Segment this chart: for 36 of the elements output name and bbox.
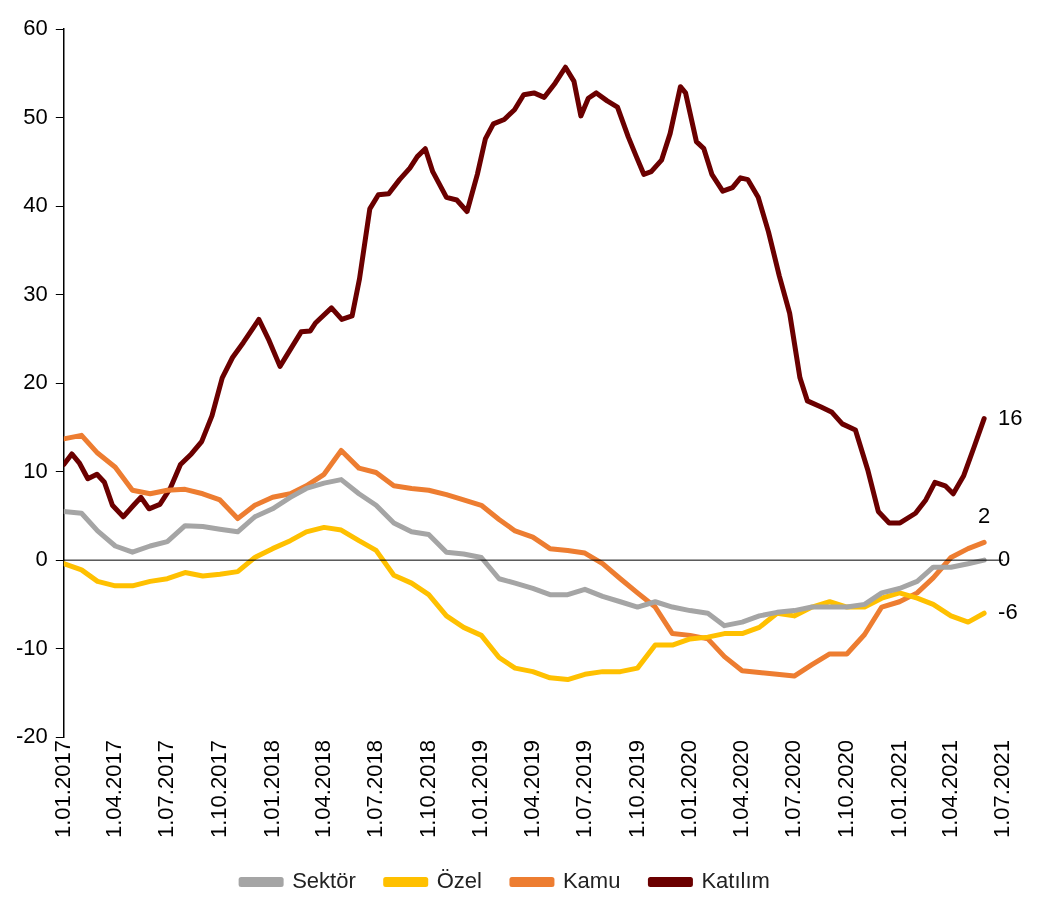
x-tick-label: 1.07.2018 [362,740,388,838]
x-tick-label: 1.07.2021 [989,740,1015,838]
legend-label: Katılım [701,868,770,894]
x-tick-label: 1.04.2018 [310,740,336,838]
y-tick-label: 50 [23,103,48,129]
x-tick-label: 1.10.2018 [414,740,440,838]
x-tick-label: 1.01.2021 [885,740,911,838]
y-tick-label: -10 [16,634,48,660]
x-tick-label: 1.07.2017 [153,740,179,838]
y-tick-label: 20 [23,369,48,395]
y-tick-label: -20 [16,723,48,749]
x-tick-label: 1.04.2020 [728,740,754,838]
legend-label: Kamu [562,868,621,894]
y-tick-label: 10 [23,457,48,483]
x-tick-label: 1.10.2017 [206,740,232,838]
y-tick-label: 0 [35,546,48,572]
x-tick-label: 1.04.2021 [937,740,963,838]
x-tick-label: 1.04.2017 [101,740,127,838]
y-tick-label: 40 [23,192,48,218]
legend-label: Sektör [292,868,356,894]
x-tick-label: 1.04.2019 [518,740,544,838]
x-tick-label: 1.01.2019 [467,740,493,838]
data-label: 16 [998,404,1023,430]
x-tick-label: 1.10.2020 [832,740,858,838]
x-tick-label: 1.01.2017 [49,740,75,838]
data-label: 2 [978,502,991,528]
y-tick-label: 30 [23,280,48,306]
legend-label: Özel [436,868,482,894]
x-tick-label: 1.01.2020 [676,740,702,838]
data-label: -6 [998,599,1018,625]
x-tick-label: 1.07.2020 [780,740,806,838]
x-tick-label: 1.01.2018 [258,740,284,838]
y-tick-label: 60 [23,15,48,41]
x-tick-label: 1.10.2019 [623,740,649,838]
x-tick-label: 1.07.2019 [570,740,596,838]
data-label: 0 [998,546,1011,572]
